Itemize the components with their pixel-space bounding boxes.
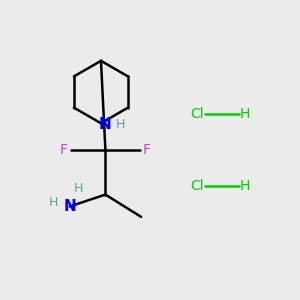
Text: N: N — [63, 199, 76, 214]
Text: H: H — [240, 107, 250, 121]
Text: Cl: Cl — [191, 179, 204, 193]
Text: N: N — [99, 117, 112, 132]
Text: H: H — [116, 118, 125, 131]
Text: F: F — [60, 143, 68, 157]
Text: F: F — [143, 143, 151, 157]
Text: H: H — [74, 182, 83, 195]
Text: H: H — [240, 179, 250, 193]
Text: H: H — [49, 196, 58, 208]
Text: Cl: Cl — [191, 107, 204, 121]
